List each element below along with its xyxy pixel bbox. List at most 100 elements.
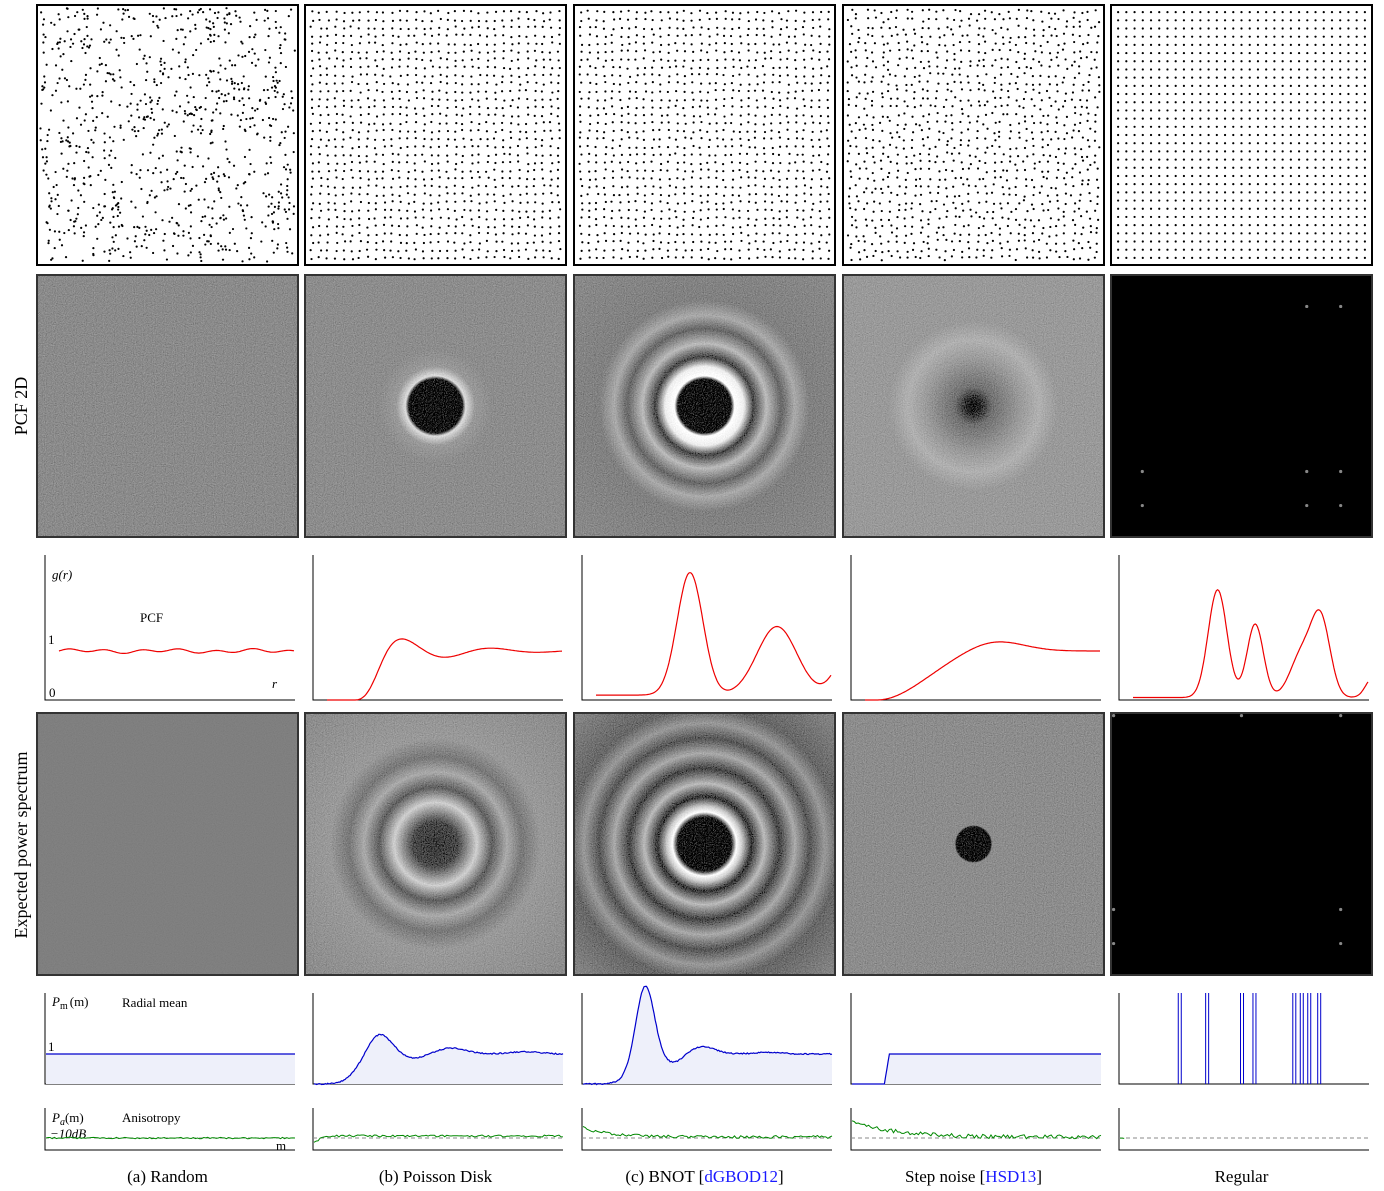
point <box>715 185 719 188</box>
point <box>116 203 119 206</box>
point <box>763 34 766 37</box>
point <box>398 58 401 61</box>
point <box>802 170 805 173</box>
point <box>557 257 560 260</box>
point <box>1314 27 1317 30</box>
point <box>219 216 222 219</box>
point <box>715 17 718 20</box>
point <box>326 185 330 188</box>
point <box>454 177 457 180</box>
point <box>1166 150 1169 153</box>
point <box>508 153 511 156</box>
point <box>519 201 522 204</box>
point <box>659 106 662 110</box>
point <box>134 206 137 209</box>
point <box>1056 199 1059 202</box>
point <box>739 137 742 140</box>
point <box>1025 139 1028 142</box>
point <box>422 89 425 92</box>
point <box>1050 186 1053 190</box>
point <box>596 51 600 54</box>
point <box>802 177 806 180</box>
point <box>1041 202 1044 206</box>
point <box>414 67 418 70</box>
point <box>895 84 898 87</box>
point <box>716 137 719 140</box>
point <box>785 19 789 22</box>
point <box>1125 101 1128 104</box>
point <box>502 218 506 221</box>
point <box>967 128 970 131</box>
point <box>373 147 377 150</box>
point <box>795 241 798 244</box>
point <box>534 34 537 37</box>
point <box>126 105 129 108</box>
point <box>982 65 985 68</box>
point <box>1017 51 1020 54</box>
point <box>698 9 702 12</box>
point <box>336 162 339 165</box>
point <box>1078 171 1082 174</box>
point <box>382 186 386 189</box>
point <box>438 194 441 197</box>
point <box>311 83 314 86</box>
point <box>1125 10 1128 14</box>
point <box>477 256 480 259</box>
point <box>175 37 178 40</box>
point <box>159 60 162 63</box>
point <box>620 225 623 228</box>
point <box>1297 133 1301 137</box>
point <box>1006 202 1010 205</box>
point <box>1314 51 1317 55</box>
point <box>1223 101 1227 104</box>
point <box>1289 19 1292 22</box>
point <box>967 192 970 195</box>
point <box>1240 224 1243 227</box>
point <box>494 91 497 94</box>
point <box>1182 51 1186 55</box>
point <box>257 58 260 61</box>
point <box>890 254 893 258</box>
point <box>929 104 932 107</box>
point <box>692 26 695 29</box>
point <box>683 82 686 85</box>
point <box>708 35 711 38</box>
point <box>867 17 870 20</box>
point <box>785 177 789 180</box>
point <box>455 162 458 166</box>
point <box>580 216 583 219</box>
point <box>855 76 858 79</box>
point <box>208 223 211 226</box>
point <box>723 42 726 45</box>
point <box>164 16 167 20</box>
point <box>771 106 775 110</box>
point <box>151 14 155 18</box>
point <box>895 227 899 230</box>
point <box>1007 217 1010 220</box>
point <box>787 83 790 86</box>
point <box>666 114 669 117</box>
point <box>227 176 231 179</box>
point <box>865 187 868 190</box>
point <box>525 10 528 14</box>
point <box>636 67 639 70</box>
point <box>846 114 849 117</box>
point <box>1133 117 1136 120</box>
point <box>944 250 947 253</box>
point <box>846 160 849 163</box>
point <box>1256 43 1260 46</box>
point <box>213 33 216 36</box>
point <box>144 233 147 236</box>
point <box>1199 76 1202 79</box>
point <box>747 184 750 187</box>
point <box>158 129 161 132</box>
point <box>83 17 86 20</box>
point <box>586 144 589 148</box>
point <box>1158 224 1161 227</box>
point <box>659 241 663 244</box>
point <box>61 68 64 71</box>
point <box>747 105 750 108</box>
point <box>621 43 624 47</box>
point <box>350 105 353 108</box>
point <box>1347 10 1350 14</box>
